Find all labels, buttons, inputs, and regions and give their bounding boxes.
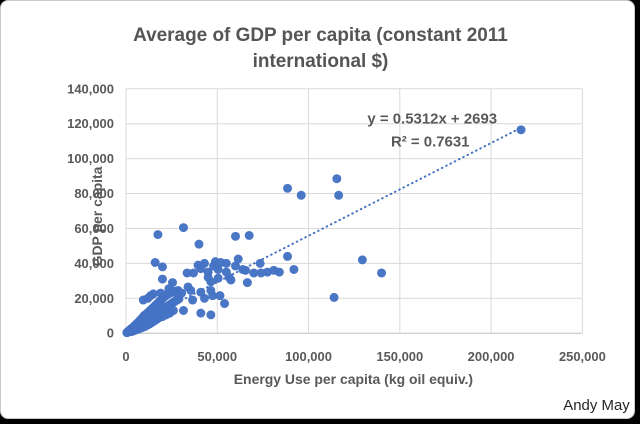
data-point xyxy=(208,291,218,301)
x-tick-label: 50,000 xyxy=(197,349,237,364)
data-point xyxy=(274,267,284,277)
chart-title-line-2: international $) xyxy=(253,51,389,72)
x-tick-label: 150,000 xyxy=(376,349,423,364)
data-point xyxy=(168,278,178,288)
data-point xyxy=(357,255,367,265)
trendline xyxy=(124,126,523,330)
data-point xyxy=(177,288,187,298)
y-tick-label: 100,000 xyxy=(67,151,114,166)
data-point xyxy=(516,125,526,135)
x-tick-label: 0 xyxy=(122,349,129,364)
data-point xyxy=(168,287,178,297)
data-point xyxy=(150,258,160,267)
data-point xyxy=(241,265,251,275)
data-point xyxy=(233,254,243,264)
data-point xyxy=(199,293,209,303)
author-watermark: Andy May xyxy=(563,397,630,414)
data-point xyxy=(206,310,216,320)
data-point xyxy=(206,277,216,287)
data-point xyxy=(178,306,188,316)
data-point xyxy=(148,289,158,299)
data-point xyxy=(168,306,178,316)
data-points xyxy=(122,125,526,338)
y-tick-label: 140,000 xyxy=(67,81,114,96)
y-tick-label: 0 xyxy=(107,326,114,341)
data-point xyxy=(283,251,293,261)
trendline-dotted xyxy=(124,126,523,330)
data-point xyxy=(196,308,206,318)
data-point xyxy=(332,174,342,184)
gridlines xyxy=(125,88,583,334)
data-point xyxy=(199,258,209,268)
data-point xyxy=(377,268,387,278)
data-point xyxy=(255,258,265,268)
y-tick-label: 120,000 xyxy=(67,116,114,131)
chart-title-line-1: Average of GDP per capita (constant 2011 xyxy=(133,25,508,46)
x-tick-label: 250,000 xyxy=(559,349,606,364)
data-point xyxy=(231,261,240,271)
x-axis-title: Energy Use per capita (kg oil equiv.) xyxy=(234,371,473,387)
data-point xyxy=(153,230,163,240)
data-point xyxy=(182,268,192,278)
data-point xyxy=(329,292,339,302)
x-tick-label: 200,000 xyxy=(468,349,515,364)
x-tick-label: 100,000 xyxy=(285,349,332,364)
data-point xyxy=(215,291,225,301)
y-tick-label: 40,000 xyxy=(74,256,114,271)
data-point xyxy=(156,288,166,298)
data-point xyxy=(226,275,236,285)
data-point xyxy=(188,295,198,305)
data-point xyxy=(249,268,259,278)
axis-tick-labels: 0 20,000 40,000 60,000 80,000 100,000 120,000 1… xyxy=(67,81,606,364)
trendline-r-squared-label: R² = 0.7631 xyxy=(391,134,470,151)
data-point xyxy=(194,239,204,249)
data-point xyxy=(178,223,188,233)
data-point xyxy=(231,231,240,241)
data-point xyxy=(221,258,231,268)
data-point xyxy=(213,264,223,274)
data-point xyxy=(289,264,299,274)
data-point xyxy=(157,262,167,272)
y-axis-title: GDP per capita xyxy=(89,166,105,266)
data-point xyxy=(242,278,252,288)
data-point xyxy=(189,268,198,278)
data-point xyxy=(283,183,293,193)
data-point xyxy=(220,299,230,309)
data-point xyxy=(244,230,254,240)
data-point xyxy=(157,274,167,284)
y-tick-label: 80,000 xyxy=(74,186,114,201)
data-point xyxy=(296,190,306,200)
data-point xyxy=(186,285,196,295)
data-point xyxy=(334,190,344,200)
y-tick-label: 20,000 xyxy=(74,291,114,306)
y-tick-label: 60,000 xyxy=(74,221,114,236)
data-point xyxy=(213,273,223,283)
trendline-equation-label: y = 0.5312x + 2693 xyxy=(367,111,497,128)
